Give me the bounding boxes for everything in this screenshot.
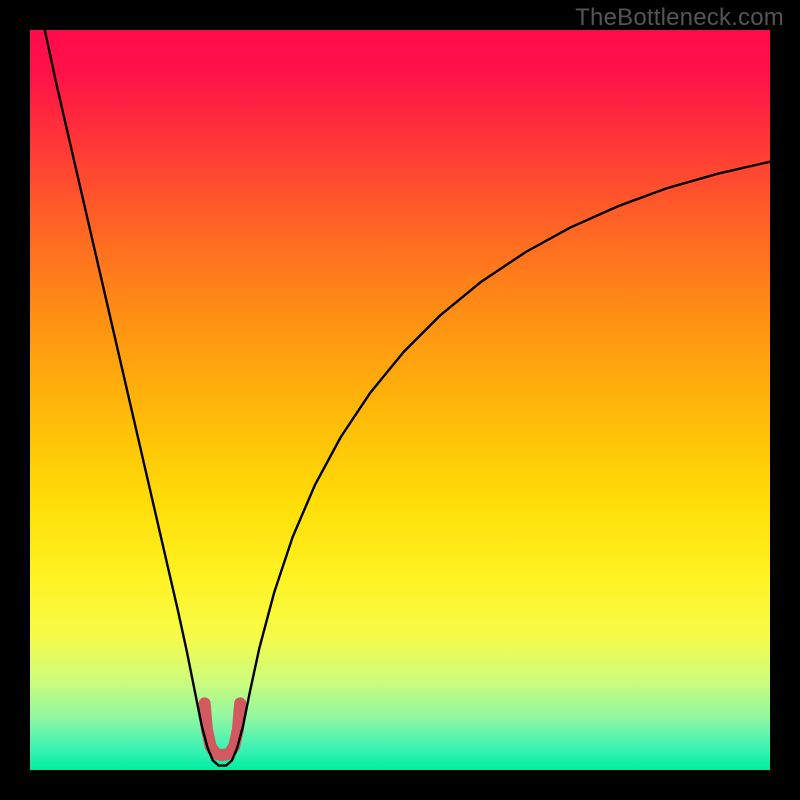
watermark-text: TheBottleneck.com (575, 4, 784, 32)
curve-layer (30, 30, 770, 770)
trough-marker (205, 703, 241, 755)
bottleneck-curve (45, 30, 770, 766)
plot-area (30, 30, 770, 770)
chart-root: { "watermark": { "text": "TheBottleneck.… (0, 0, 800, 800)
